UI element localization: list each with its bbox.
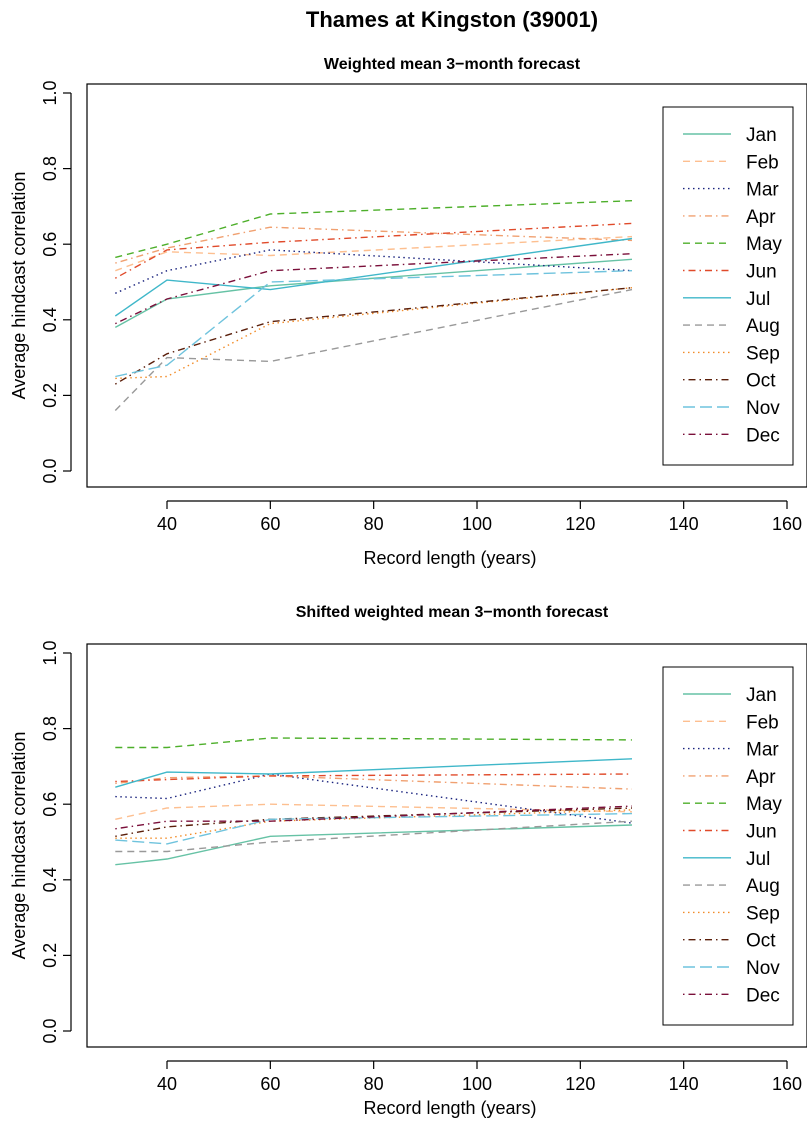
legend-label-jul: Jul <box>746 849 770 870</box>
legend-label-jun: Jun <box>746 822 777 843</box>
x-tick-label: 80 <box>364 1074 384 1094</box>
y-tick-label: 0.0 <box>40 1018 60 1043</box>
top-chart-panel: Weighted mean 3−month forecast 40 60 80 100 1… <box>9 56 807 568</box>
x-axis-label: Record length (years) <box>363 548 536 568</box>
legend-label-oct: Oct <box>746 371 776 392</box>
series-line-dec <box>115 805 633 830</box>
x-tick-label: 80 <box>364 514 384 534</box>
y-tick-label: 1.0 <box>40 640 60 665</box>
y-tick-label: 0.6 <box>40 792 60 817</box>
legend-label-jun: Jun <box>746 262 777 283</box>
x-tick-label: 100 <box>462 514 492 534</box>
y-tick-label: 0.4 <box>40 867 60 892</box>
legend-label-dec: Dec <box>746 425 780 446</box>
legend-label-feb: Feb <box>746 712 779 733</box>
chart-title: Shifted weighted mean 3−month forecast <box>296 604 609 621</box>
y-tick-label: 0.2 <box>40 943 60 968</box>
series-line-jun <box>114 222 633 279</box>
x-tick-label: 40 <box>157 1074 177 1094</box>
bottom-chart-panel: Shifted weighted mean 3−month forecast 40… <box>9 604 807 1118</box>
y-tick-label: 1.0 <box>40 80 60 105</box>
x-tick-label: 100 <box>462 1074 492 1094</box>
legend-box <box>662 666 794 1026</box>
series-line-sep <box>115 809 633 839</box>
x-tick-label: 60 <box>260 1074 280 1094</box>
series-line-nov <box>115 270 633 378</box>
series-line-jan <box>114 258 633 329</box>
x-tick-label: 140 <box>669 514 699 534</box>
series-line-feb <box>115 235 633 272</box>
series-line-mar <box>115 249 633 294</box>
series-line-sep <box>115 287 633 380</box>
plot-frame <box>86 83 807 488</box>
x-tick-label: 120 <box>565 514 595 534</box>
legend-label-aug: Aug <box>746 316 780 337</box>
legend-label-nov: Nov <box>746 958 780 979</box>
series-line-apr <box>115 226 633 264</box>
y-tick-label: 0.6 <box>40 232 60 257</box>
y-tick-label: 0.8 <box>40 716 60 741</box>
plot-frame <box>86 643 807 1048</box>
series-line-jun <box>115 773 633 783</box>
legend-label-apr: Apr <box>746 207 776 228</box>
series-line-jul <box>114 237 633 317</box>
figure-title: Thames at Kingston (39001) <box>306 7 598 32</box>
legend-label-sep: Sep <box>746 903 780 924</box>
legend-label-sep: Sep <box>746 343 780 364</box>
x-tick-label: 160 <box>772 1074 802 1094</box>
series-line-mar <box>115 773 633 824</box>
x-tick-label: 120 <box>565 1074 595 1094</box>
y-tick-label: 0.8 <box>40 156 60 181</box>
series-line-nov <box>115 812 633 845</box>
y-tick-label: 0.2 <box>40 383 60 408</box>
series-line-dec <box>114 253 633 325</box>
legend-label-mar: Mar <box>746 740 779 761</box>
legend-label-may: May <box>746 794 782 815</box>
legend-label-feb: Feb <box>746 152 779 173</box>
y-axis-label: Average hindcast correlation <box>9 172 29 400</box>
series-line-oct <box>114 287 633 385</box>
legend-label-oct: Oct <box>746 931 776 952</box>
legend-label-aug: Aug <box>746 876 780 897</box>
legend-label-dec: Dec <box>746 985 780 1006</box>
legend-label-mar: Mar <box>746 180 779 201</box>
legend-label-may: May <box>746 234 782 255</box>
x-tick-label: 40 <box>157 514 177 534</box>
series-line-aug <box>115 820 633 853</box>
series-line-apr <box>115 775 633 790</box>
x-tick-label: 160 <box>772 514 802 534</box>
legend-label-jan: Jan <box>746 125 777 146</box>
x-tick-label: 140 <box>669 1074 699 1094</box>
series-line-may <box>115 200 633 259</box>
series-line-aug <box>114 288 633 411</box>
y-tick-label: 0.0 <box>40 458 60 483</box>
legend-label-nov: Nov <box>746 398 780 419</box>
series-line-feb <box>115 803 633 820</box>
series-line-may <box>115 737 633 749</box>
chart-title: Weighted mean 3−month forecast <box>324 56 581 73</box>
legend-box <box>662 106 794 466</box>
legend-label-jul: Jul <box>746 289 770 310</box>
y-tick-label: 0.4 <box>40 307 60 332</box>
x-tick-label: 60 <box>260 514 280 534</box>
series-line-jan <box>115 824 633 866</box>
legend-label-apr: Apr <box>746 767 776 788</box>
y-axis-label: Average hindcast correlation <box>9 732 29 960</box>
series-line-jul <box>115 758 633 788</box>
x-axis-label: Record length (years) <box>363 1098 536 1118</box>
legend-label-jan: Jan <box>746 685 777 706</box>
